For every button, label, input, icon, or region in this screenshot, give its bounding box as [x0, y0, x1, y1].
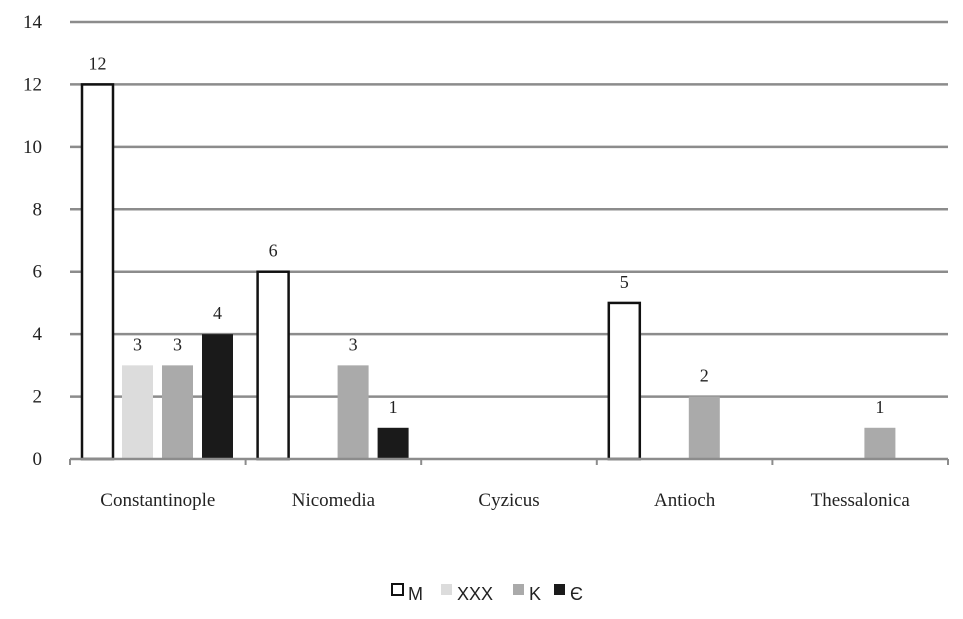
- bar: [688, 396, 720, 459]
- x-category-label: Antioch: [654, 490, 716, 511]
- legend-swatch: [554, 584, 565, 595]
- legend-label: M: [408, 584, 423, 604]
- x-axis: Constantinople Nicomedia Cyzicus Antioch The…: [69, 457, 949, 511]
- y-tick-label: 0: [33, 449, 43, 470]
- x-category-label: Thessalonica: [811, 490, 911, 511]
- bar: [864, 427, 896, 459]
- x-category-label: Nicomedia: [292, 490, 376, 511]
- data-label: 3: [173, 334, 182, 354]
- x-category-label: Constantinople: [100, 490, 215, 511]
- bar: [122, 365, 153, 459]
- legend: M XXX K Є: [391, 583, 583, 604]
- bar: [256, 270, 290, 461]
- data-label: 1: [875, 397, 884, 417]
- legend-label: Є: [570, 584, 583, 604]
- legend-swatch: [391, 583, 404, 596]
- y-tick-label: 6: [33, 262, 43, 283]
- bar: [607, 301, 642, 461]
- data-label: 2: [700, 366, 709, 386]
- bar: [202, 334, 233, 459]
- gridlines: [70, 20, 948, 398]
- data-label: 6: [269, 241, 278, 261]
- data-label: 12: [89, 53, 107, 73]
- data-label: 4: [213, 303, 222, 323]
- y-tick-label: 4: [33, 324, 43, 345]
- y-axis-tick-labels: 0 2 4 6 8 10 12 14: [23, 12, 43, 470]
- y-tick-label: 10: [23, 137, 42, 158]
- data-label: 3: [133, 334, 142, 354]
- data-labels: 12 6 5 3 3 3 2 1 4 1: [89, 53, 885, 416]
- bar: [80, 83, 115, 461]
- y-tick-label: 14: [23, 12, 43, 33]
- data-label: 5: [620, 272, 629, 292]
- legend-label: K: [529, 584, 541, 604]
- bar: [377, 427, 409, 459]
- legend-swatch: [441, 584, 452, 595]
- x-category-label: Cyzicus: [478, 490, 539, 511]
- y-tick-label: 12: [23, 74, 42, 95]
- legend-label: XXX: [457, 584, 493, 604]
- data-label: 3: [349, 334, 358, 354]
- y-tick-label: 2: [33, 387, 43, 408]
- data-label: 1: [389, 397, 398, 417]
- bar: [337, 365, 369, 459]
- legend-swatch: [513, 584, 524, 595]
- y-tick-label: 8: [33, 199, 43, 220]
- bar: [162, 365, 193, 459]
